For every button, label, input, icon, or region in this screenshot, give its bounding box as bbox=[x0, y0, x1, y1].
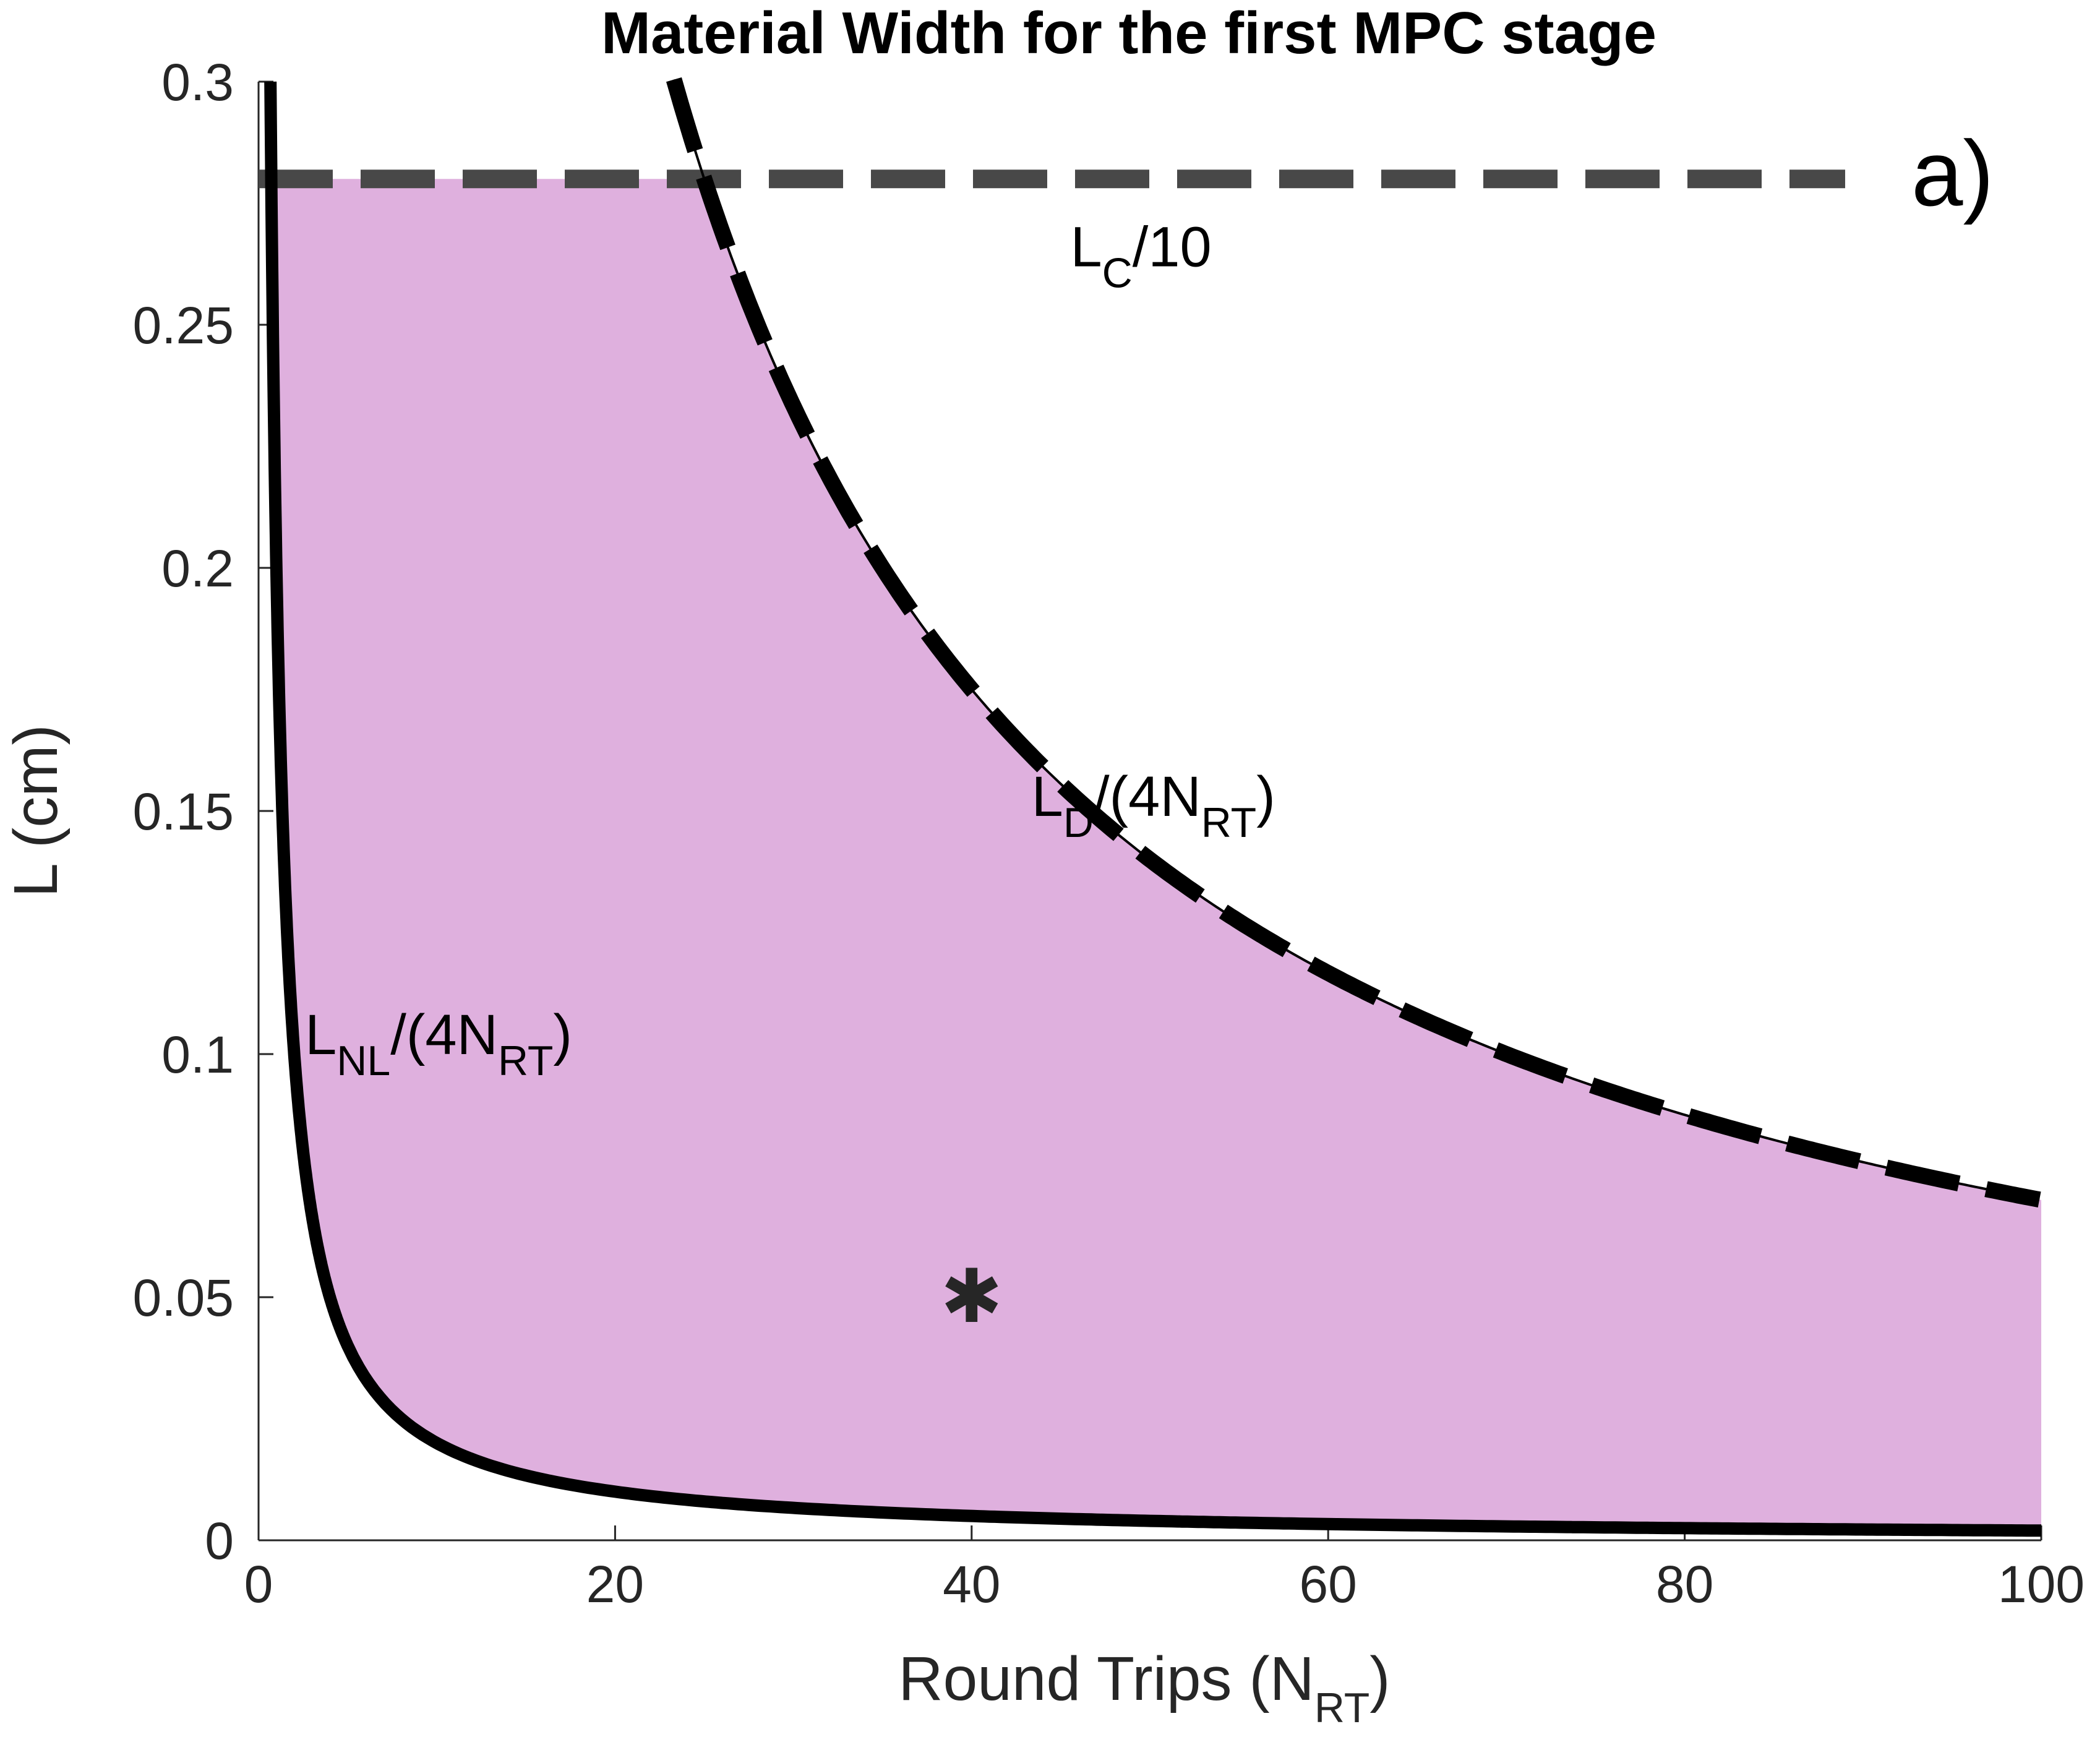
annotation-subscript-2: RT bbox=[1201, 799, 1256, 846]
feasible-region-fill bbox=[271, 179, 2041, 1531]
series-ld-over-4nrt bbox=[666, 77, 2041, 1207]
annotation-lc: LC/10 bbox=[1070, 216, 1211, 297]
annotation-base: L bbox=[305, 1003, 336, 1066]
y-axis-label: L (cm) bbox=[1, 724, 71, 898]
annotation-base: L bbox=[1032, 765, 1063, 828]
x-tick-label: 80 bbox=[1656, 1555, 1713, 1613]
x-tick-label: 0 bbox=[244, 1555, 273, 1613]
x-tick-label: 60 bbox=[1299, 1555, 1356, 1613]
y-tick-label: 0.05 bbox=[133, 1269, 234, 1327]
annotation-subscript-2: RT bbox=[498, 1037, 553, 1084]
annotation-tail-2: ) bbox=[1256, 765, 1275, 828]
y-tick-label: 0.3 bbox=[161, 53, 234, 111]
y-tick-label: 0.2 bbox=[161, 539, 234, 598]
annotation-tail: /(4N bbox=[390, 1003, 498, 1066]
y-tick-label: 0.15 bbox=[133, 783, 234, 841]
series-group: ✱ bbox=[259, 77, 2042, 1537]
chart-title: Material Width for the first MPC stage bbox=[601, 0, 1656, 66]
y-tick-label: 0.25 bbox=[133, 296, 234, 354]
x-tick-label: 20 bbox=[586, 1555, 644, 1613]
x-tick-label: 100 bbox=[1998, 1555, 2085, 1613]
tick-labels: 0 20 40 60 80 100 0 0.05 0.1 0.15 0.2 0.25 0.3 bbox=[133, 53, 2085, 1613]
annotation-tail: /(4N bbox=[1094, 765, 1201, 828]
panel-label: a) bbox=[1911, 121, 1994, 225]
annotation-base: L bbox=[1070, 216, 1102, 279]
annotation-lnl: LNL/(4NRT) bbox=[305, 1003, 572, 1084]
x-axis-label-subscript: RT bbox=[1314, 1684, 1369, 1731]
annotation-tail: /10 bbox=[1133, 216, 1212, 279]
data-point-marker: ✱ bbox=[941, 1255, 1003, 1338]
y-tick-label: 0.1 bbox=[161, 1026, 234, 1084]
annotation-subscript: D bbox=[1063, 799, 1094, 846]
x-axis-label-tail: ) bbox=[1369, 1644, 1390, 1714]
x-axis-label: Round Trips (NRT) bbox=[898, 1644, 1390, 1731]
annotation-subscript: NL bbox=[336, 1037, 390, 1084]
annotation-tail-2: ) bbox=[553, 1003, 572, 1066]
x-axis-label-base: Round Trips (N bbox=[898, 1644, 1314, 1714]
annotation-subscript: C bbox=[1102, 250, 1133, 297]
x-tick-label: 40 bbox=[943, 1555, 1000, 1613]
series-lnl-over-4nrt bbox=[264, 81, 2042, 1537]
y-tick-label: 0 bbox=[205, 1512, 234, 1570]
annotation-ld: LD/(4NRT) bbox=[1032, 765, 1275, 846]
